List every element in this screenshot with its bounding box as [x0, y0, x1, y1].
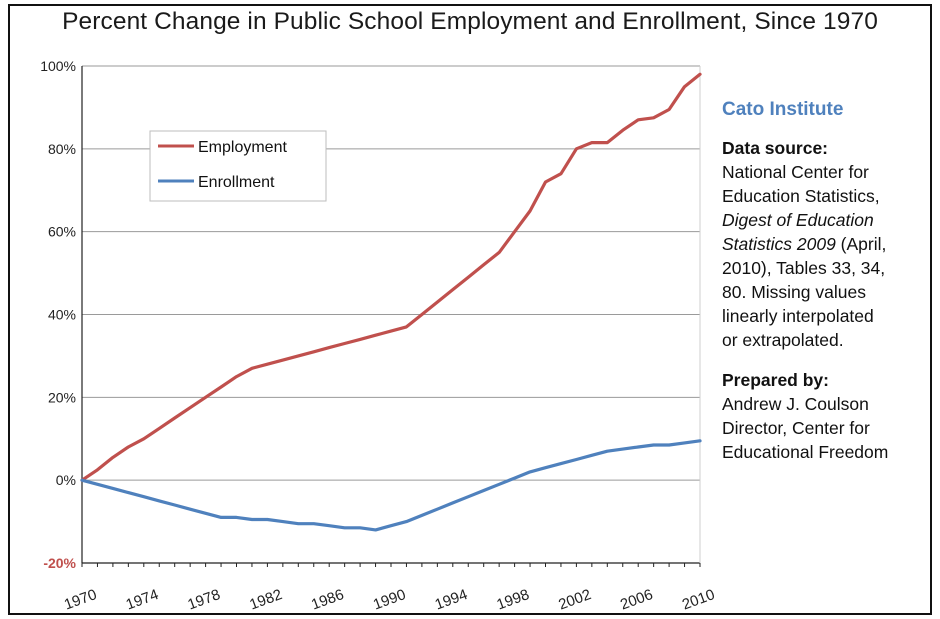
axes	[81, 66, 701, 567]
source-publication-year: Statistics 2009	[722, 234, 836, 254]
source-line: or extrapolated.	[722, 330, 844, 350]
source-line: 2010), Tables 33, 34,	[722, 258, 886, 278]
x-tick-label: 2002	[556, 586, 593, 613]
y-tick-label: 80%	[48, 141, 76, 157]
x-tick-labels: 1970 1974 1978 1982 1986 1990 1994 1998 2002 2006…	[62, 586, 717, 613]
series-line-enrollment	[80, 439, 702, 532]
x-tick-label: 1998	[494, 586, 531, 613]
y-tick-label: 40%	[48, 307, 76, 323]
x-tick-label: 1982	[247, 586, 284, 613]
source-line: Education Statistics,	[722, 186, 880, 206]
source-publication: Digest of Education	[722, 210, 874, 230]
x-tick-label: 2006	[618, 586, 655, 613]
x-tick-label: 1974	[124, 586, 161, 613]
source-date: (April,	[835, 234, 887, 254]
y-tick-label: 60%	[48, 224, 76, 240]
y-tick-label: -20%	[43, 555, 76, 571]
org-name: Cato Institute	[722, 99, 844, 120]
source-line: linearly interpolated	[722, 306, 874, 326]
y-tick-labels: -20% 0% 20% 40% 60% 80% 100%	[40, 58, 76, 571]
legend-label-enrollment: Enrollment	[198, 174, 275, 191]
prepared-line: Educational Freedom	[722, 442, 889, 462]
y-tick-label: 100%	[40, 58, 76, 74]
source-line: Statistics 2009 (April,	[722, 232, 932, 256]
chart-title: Percent Change in Public School Employme…	[62, 8, 878, 35]
legend: Employment Enrollment	[149, 130, 327, 202]
legend-label-employment: Employment	[198, 139, 287, 156]
x-tick-label: 1970	[62, 586, 99, 613]
x-tick-label: 1990	[371, 586, 408, 613]
prepared-heading: Prepared by:	[722, 370, 829, 390]
prepared-line: Director, Center for	[722, 418, 870, 438]
x-tick-label: 1986	[309, 586, 346, 613]
x-tick-label: 2010	[680, 586, 717, 613]
chart-frame	[8, 4, 932, 615]
gridlines	[82, 65, 700, 481]
spacer	[722, 352, 932, 368]
source-heading: Data source:	[722, 138, 829, 158]
y-tick-label: 0%	[56, 472, 76, 488]
prepared-line: Andrew J. Coulson	[722, 394, 869, 414]
x-tick-label: 1978	[185, 586, 222, 613]
source-line: National Center for	[722, 162, 869, 182]
x-tick-label: 1994	[433, 586, 470, 613]
source-sidebar: Cato Institute Data source: National Cen…	[722, 98, 932, 464]
legend-box	[149, 130, 327, 202]
series-lines	[80, 72, 702, 532]
source-line: Digest of Education	[722, 208, 932, 232]
series-line-employment	[80, 72, 702, 482]
source-line: 80. Missing values	[722, 282, 866, 302]
y-tick-label: 20%	[48, 389, 76, 405]
